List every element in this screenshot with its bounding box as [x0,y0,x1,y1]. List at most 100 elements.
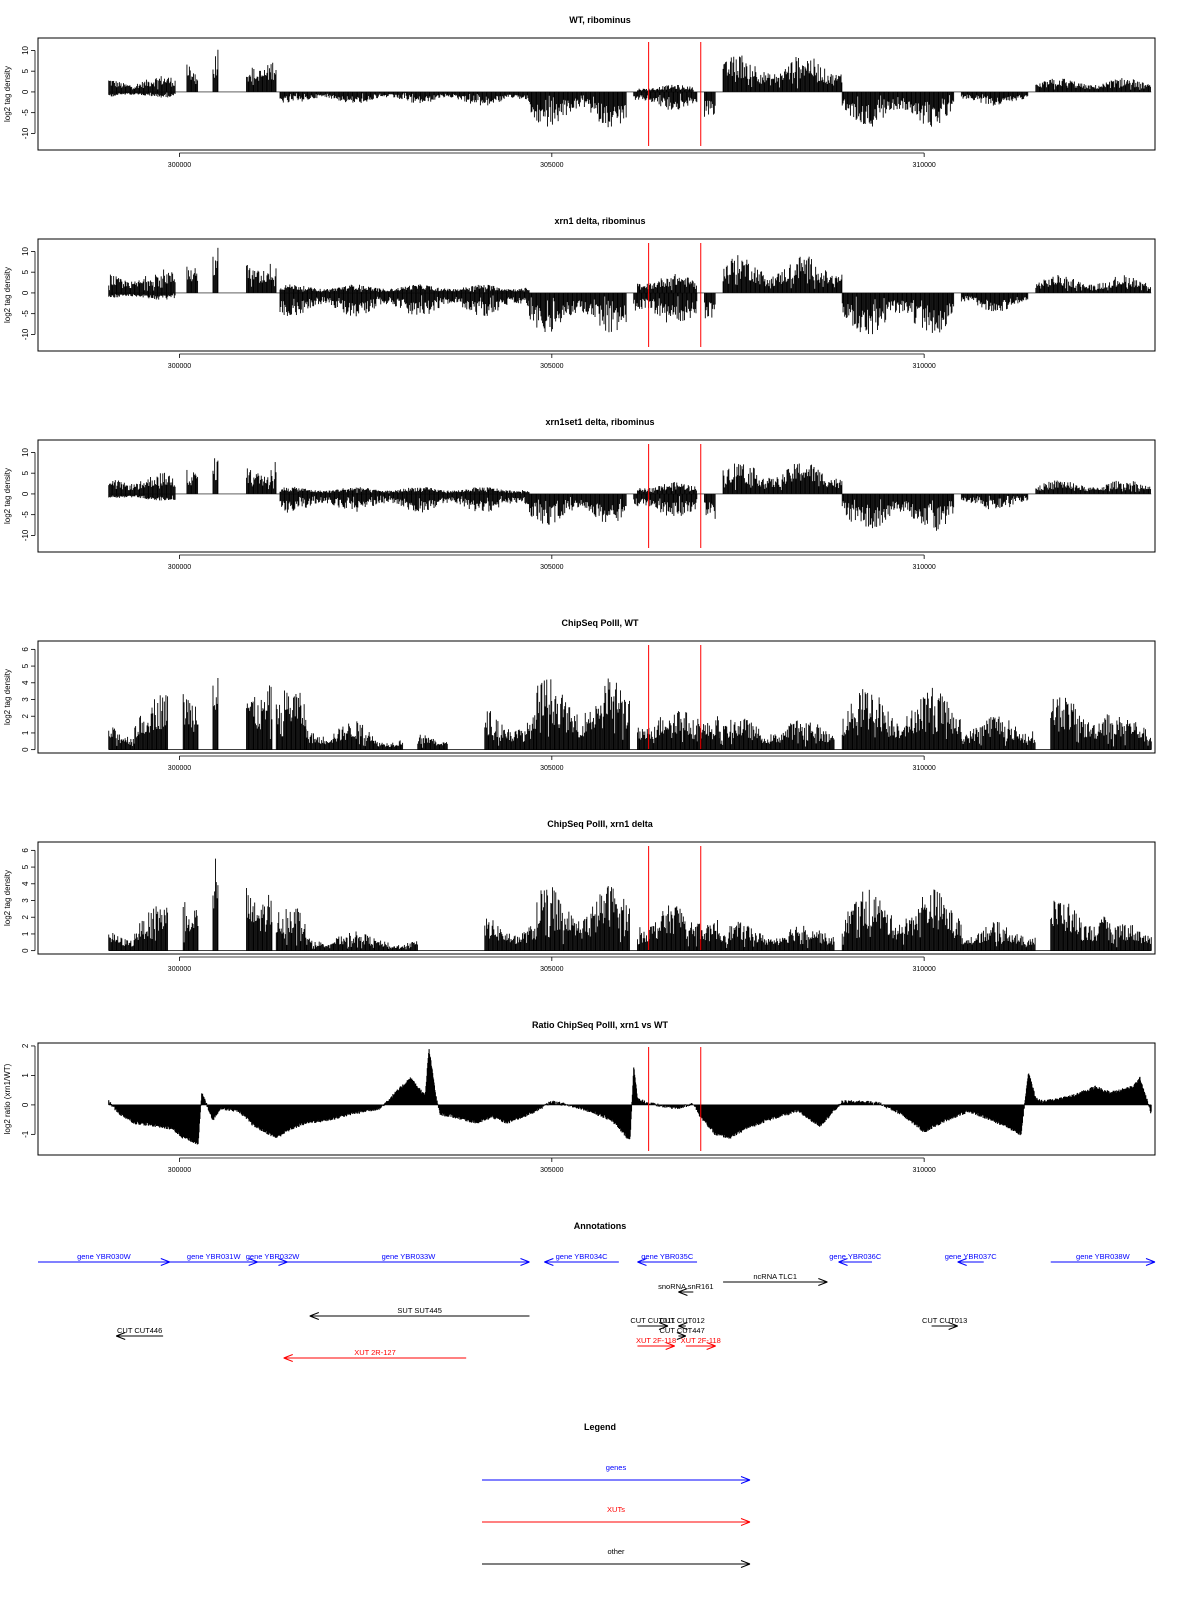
bar-segment [279,91,455,104]
bar-segment [704,292,716,319]
y-axis: -10 -5 0 5 10 [21,447,36,541]
x-axis: 300000 305000 310000 [168,755,936,772]
y-tick-label: -10 [21,328,30,340]
x-tick-label: 310000 [912,162,935,169]
bar-segment [841,292,955,335]
y-tick-label: -5 [21,310,30,318]
plot-frame [37,439,1156,553]
x-tick-label: 300000 [168,564,191,571]
y-tick-label: -10 [21,127,30,139]
data-marks [108,458,1152,531]
bar-segment [212,247,219,293]
bar-segment [960,493,1029,510]
y-tick-label: 0 [21,491,30,496]
y-tick-label: -10 [21,529,30,541]
bar-segment [186,64,199,92]
panel-5-title: ChipSeq PolII, xrn1 delta [547,819,654,829]
y-tick-label: 5 [21,470,30,475]
y-tick-label: 10 [21,45,30,54]
bar-segment [722,255,843,293]
panel-4-title: ChipSeq PolII, WT [562,618,639,628]
data-marks [108,677,1152,751]
bar-segment [108,91,176,98]
x-tick-label: 305000 [540,162,563,169]
y-axis: -10 -5 0 5 10 [21,45,36,139]
y-axis-label: log2 tag density [3,267,12,323]
bar-segment [108,493,176,501]
bar-segment [108,292,176,300]
panel-1-title: WT, ribominus [569,15,631,25]
bar-segment [960,91,1029,106]
x-tick-label: 300000 [168,765,191,772]
bar-segment [633,292,698,323]
bar-segment [372,740,404,750]
bar-segment [1035,480,1151,494]
bar-segment [279,292,530,317]
bar-segment [279,284,530,293]
bar-segment [722,463,843,494]
bar-segment [108,269,176,293]
bar-segment [1035,78,1151,92]
bar-segment [722,55,843,92]
y-tick-label: -5 [21,109,30,117]
y-tick-label: 2 [21,713,30,718]
x-tick-label: 310000 [912,564,935,571]
plot-frame [37,238,1156,352]
data-marks [108,247,1152,335]
annotations-title: Annotations [574,1221,627,1231]
panel-3-title: xrn1set1 delta, ribominus [545,417,654,427]
y-axis: 0 1 2 3 4 5 6 [21,647,36,752]
bar-segment [633,493,698,516]
y-axis: -10 -5 0 5 10 [21,246,36,340]
legend-title: Legend [584,1422,616,1432]
panel-2-title: xrn1 delta, ribominus [554,216,645,226]
bar-segment [454,91,530,106]
x-tick-label: 305000 [540,564,563,571]
bar-segment [960,292,1029,312]
x-axis: 300000 305000 310000 [168,152,936,169]
y-axis-label: log2 tag density [3,468,12,524]
y-tick-label: 5 [21,269,30,274]
bar-segment [529,493,627,525]
bar-segment [279,486,530,494]
y-tick-label: 1 [21,730,30,735]
y-tick-label: 0 [21,747,30,752]
bar-segment [108,727,135,750]
x-tick-label: 310000 [912,363,935,370]
y-tick-label: 5 [21,68,30,73]
bar-segment [529,91,627,128]
y-tick-label: 6 [21,647,30,652]
bar-segment [637,84,694,92]
y-tick-label: 10 [21,447,30,456]
bar-segment [1035,275,1151,293]
x-tick-label: 305000 [540,363,563,370]
y-tick-label: 5 [21,663,30,668]
panel-4: 0 1 2 3 4 5 6 log2 tag density 300000 305000 31000… [3,640,1156,772]
x-tick-label: 300000 [168,162,191,169]
x-tick-label: 310000 [912,765,935,772]
plot-frame [37,37,1156,151]
x-tick-label: 300000 [168,363,191,370]
x-axis: 300000 305000 310000 [168,554,936,571]
bar-segment [841,91,955,127]
y-tick-label: 10 [21,246,30,255]
y-tick-label: 0 [21,89,30,94]
bar-segment [279,493,530,513]
x-tick-label: 305000 [540,765,563,772]
y-tick-label: -5 [21,511,30,519]
bar-segment [246,685,273,750]
panel-3: -10 -5 0 5 10 log2 tag density 300000 305000 310… [3,439,1156,571]
bar-segment [704,493,716,519]
y-tick-label: 0 [21,290,30,295]
bar-segment [182,694,199,750]
bar-segment [305,721,373,750]
y-axis-label: log2 tag density [3,66,12,122]
data-marks [108,49,1152,128]
bar-segment [246,462,277,494]
bar-segment [108,76,176,92]
bar-segment [186,469,199,494]
plot-frame [37,640,1156,754]
bar-segment [212,49,219,92]
